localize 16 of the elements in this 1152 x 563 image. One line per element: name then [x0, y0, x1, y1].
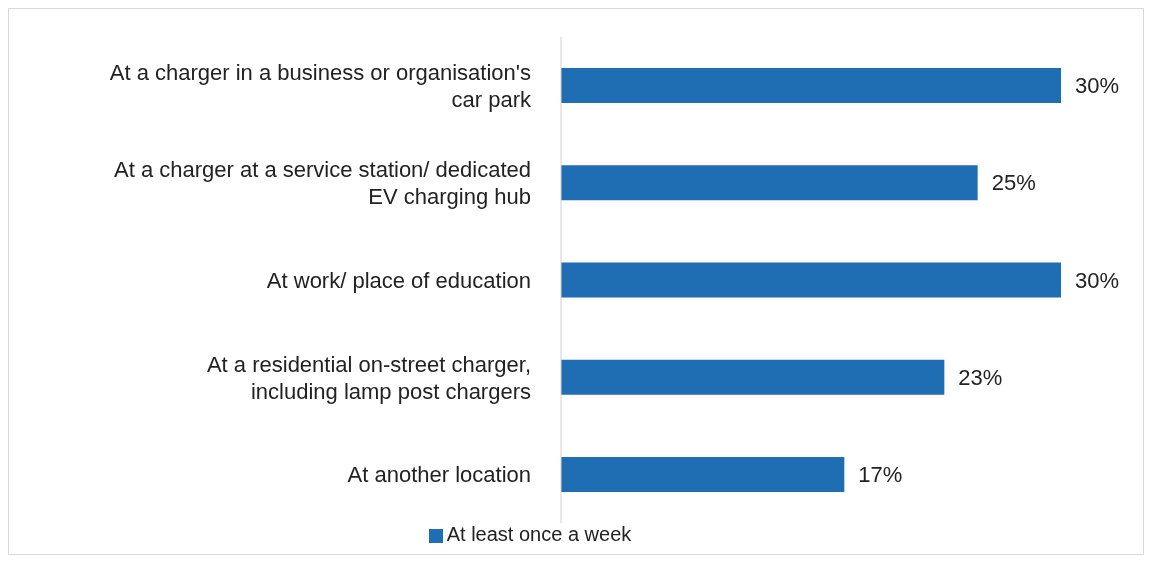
y-tick-label: At another location [347, 461, 531, 487]
data-label: 30% [1075, 267, 1120, 293]
bar [561, 359, 945, 395]
y-tick-label: At work/ place of education [266, 267, 531, 293]
y-tick-label: At a residential on-street charger, including lamp post chargers [206, 351, 531, 404]
legend-label: At least once a week [446, 523, 632, 545]
data-label: 17% [858, 461, 903, 487]
bar [561, 165, 978, 201]
bar [561, 456, 845, 492]
data-label: 30% [1075, 73, 1120, 99]
bar [561, 68, 1061, 104]
y-tick-label: At a charger at a service station/ dedicated EV charging hub [113, 156, 531, 209]
bar [561, 262, 1061, 298]
y-tick-label: At a charger in a business or organisation's car park [109, 59, 532, 112]
data-label: 25% [991, 170, 1036, 196]
data-label: 23% [958, 364, 1003, 390]
